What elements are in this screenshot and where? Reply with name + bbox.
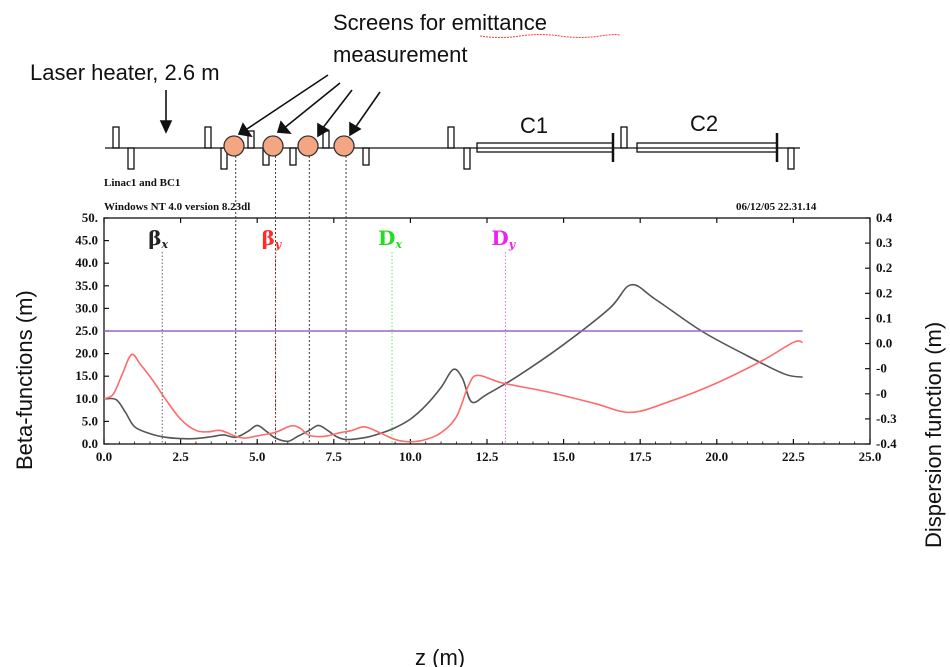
beamline-name: Linac1 and BC1 (104, 177, 180, 189)
laser-heater-label: Laser heater, 2.6 m (30, 60, 220, 85)
y-tick-label: 40.0 (75, 255, 98, 270)
y-tick-label: 25.0 (75, 323, 98, 338)
y-right-tick-label: 0.2 (876, 260, 892, 275)
legend-entry: βy (262, 226, 283, 251)
c1-label: C1 (520, 113, 548, 138)
y-right-tick-label: 0.1 (876, 310, 892, 325)
x-tick-label: 12.5 (476, 449, 499, 464)
series-group (103, 283, 803, 443)
x-tick-label: 0.0 (96, 449, 112, 464)
x-axis: 0.0 2.5 5.0 7.5 10.0 12.5 15.0 17.5 20.0 22.5 25.0 (96, 218, 882, 464)
software-version: Windows NT 4.0 version 8.23dl (104, 201, 250, 213)
y-tick-label: 35.0 (75, 278, 98, 293)
y-axis-right: -0.4 -0.3 -0 -0 0.0 0.1 0.2 0.2 0.3 0.4 (865, 210, 897, 451)
x-tick-label: 15.0 (552, 449, 575, 464)
y-tick-label: 5.0 (82, 413, 98, 428)
beamline-lattice (105, 126, 800, 170)
screen-4-icon (333, 135, 355, 157)
x-tick-label: 5.0 (249, 449, 265, 464)
x-tick-label: 22.5 (782, 449, 805, 464)
timestamp: 06/12/05 22.31.14 (736, 201, 817, 213)
y-right-tick-label: 0.3 (876, 235, 893, 250)
y-tick-label: 45.0 (75, 233, 98, 248)
screen-markers (223, 135, 355, 157)
legend: βx βy Dx Dy (148, 226, 517, 444)
y-right-tick-label: -0 (876, 361, 887, 376)
y-tick-label: 30.0 (75, 300, 98, 315)
y-right-tick-label: -0 (876, 386, 887, 401)
legend-entry: βx (148, 226, 168, 251)
y-tick-label: 50. (82, 210, 98, 225)
x-tick-label: 2.5 (172, 449, 189, 464)
y-tick-label: 10.0 (75, 391, 98, 406)
y-tick-label: 15.0 (75, 368, 98, 383)
screens-label-line2: measurement (333, 42, 468, 67)
x-tick-label: 7.5 (326, 449, 343, 464)
screen-3-icon (297, 135, 319, 157)
series-line-βx (103, 283, 803, 443)
screen-lines (235, 156, 347, 444)
y-axis-label-left: Beta-functions (m) (12, 290, 37, 470)
y-right-tick-label: -0.4 (876, 436, 897, 451)
y-tick-label: 20.0 (75, 346, 98, 361)
y-tick-label: 0.0 (82, 436, 98, 451)
legend-entry: Dx (378, 226, 402, 251)
y-right-tick-label: 0.4 (876, 210, 893, 225)
y-axis-label-right: Dispersion function (m) (921, 322, 946, 548)
y-right-tick-label: -0.3 (876, 411, 897, 426)
x-tick-label: 25.0 (859, 449, 882, 464)
spellcheck-underline (479, 34, 621, 38)
screens-label-line1: Screens for emittance (333, 10, 547, 35)
y-right-tick-label: 0.0 (876, 336, 892, 351)
x-tick-label: 17.5 (629, 449, 652, 464)
x-tick-label: 10.0 (399, 449, 422, 464)
legend-entry: Dy (491, 226, 516, 251)
series-line-βy (103, 340, 803, 443)
x-tick-label: 20.0 (705, 449, 728, 464)
y-axis-left: 0.0 5.0 10.0 15.0 20.0 25.0 30.0 35.0 40.0 45.0 50… (75, 210, 109, 451)
annotation-arrows (159, 74, 381, 138)
screen-2-icon (262, 135, 284, 157)
screen-1-icon (223, 135, 245, 157)
c2-label: C2 (690, 111, 718, 136)
y-right-tick-label: 0.2 (876, 285, 892, 300)
x-axis-label: z (m) (415, 645, 465, 667)
